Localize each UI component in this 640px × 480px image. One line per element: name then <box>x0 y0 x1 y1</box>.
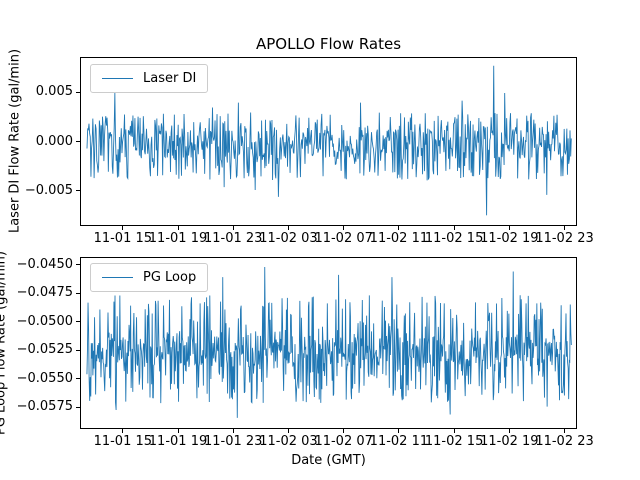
x-tick-label: 11-01 15 <box>93 434 153 449</box>
bottom-axes-pg-loop: PG Loop <box>80 257 577 429</box>
x-tick-mark <box>508 429 510 433</box>
x-tick-mark <box>232 226 234 230</box>
y-tick-label: 0.000 <box>35 133 73 149</box>
x-tick-mark <box>177 429 179 433</box>
x-axis-label: Date (GMT) <box>291 453 366 468</box>
y-tick-mark <box>76 292 80 294</box>
pg-loop-legend-label: PG Loop <box>143 270 197 285</box>
x-tick-mark <box>177 226 179 230</box>
y-tick-mark <box>76 406 80 408</box>
laser-di-plot-svg <box>86 65 572 216</box>
x-tick-mark <box>287 226 289 230</box>
y-tick-label: −0.005 <box>24 182 73 198</box>
y-tick-label: −0.0500 <box>16 313 73 329</box>
x-tick-label: 11-01 15 <box>93 231 153 246</box>
y-tick-mark <box>76 349 80 351</box>
x-tick-label: 11-02 19 <box>480 231 539 246</box>
y-tick-label: −0.0450 <box>16 256 73 272</box>
y-tick-label: −0.0575 <box>16 399 73 415</box>
x-tick-mark <box>122 226 124 230</box>
y-tick-label: −0.0475 <box>16 285 73 301</box>
y-tick-label: −0.0550 <box>16 370 73 386</box>
y-tick-mark <box>76 91 80 93</box>
y-tick-label: 0.005 <box>35 84 73 100</box>
x-tick-mark <box>232 429 234 433</box>
chart-title: APOLLO Flow Rates <box>255 35 402 53</box>
x-tick-mark <box>287 429 289 433</box>
x-tick-mark <box>398 226 400 230</box>
pg-loop-plot-svg <box>86 266 572 418</box>
x-tick-label: 11-02 23 <box>535 434 594 449</box>
x-tick-label: 11-01 23 <box>204 434 263 449</box>
x-tick-label: 11-02 11 <box>369 231 429 246</box>
x-tick-label: 11-02 11 <box>369 434 429 449</box>
laser-di-legend-line-icon <box>102 78 133 79</box>
y-tick-mark <box>76 321 80 323</box>
y-tick-mark <box>76 378 80 380</box>
x-tick-label: 11-02 07 <box>314 434 373 449</box>
y-tick-label: −0.0525 <box>16 342 73 358</box>
top-legend: Laser DI <box>90 64 209 93</box>
y-tick-mark <box>76 190 80 192</box>
x-tick-mark <box>564 226 566 230</box>
x-tick-label: 11-01 19 <box>148 231 208 246</box>
x-tick-label: 11-02 15 <box>424 434 484 449</box>
x-tick-label: 11-02 03 <box>259 434 318 449</box>
x-tick-mark <box>398 429 400 433</box>
x-tick-label: 11-02 07 <box>314 231 373 246</box>
x-tick-mark <box>343 429 345 433</box>
x-tick-mark <box>453 226 455 230</box>
x-tick-mark <box>453 429 455 433</box>
laser-di-series-line <box>86 65 572 216</box>
x-tick-label: 11-01 23 <box>204 231 263 246</box>
x-tick-label: 11-02 15 <box>424 231 484 246</box>
bottom-legend: PG Loop <box>90 263 209 292</box>
x-tick-label: 11-02 23 <box>535 231 594 246</box>
pg-loop-legend-line-icon <box>102 277 133 278</box>
y-tick-mark <box>76 264 80 266</box>
x-tick-label: 11-02 19 <box>480 434 539 449</box>
x-tick-label: 11-02 03 <box>259 231 318 246</box>
laser-di-legend-label: Laser DI <box>143 71 197 86</box>
x-tick-mark <box>343 226 345 230</box>
x-tick-label: 11-01 19 <box>148 434 208 449</box>
y-tick-mark <box>76 141 80 142</box>
x-tick-mark <box>122 429 124 433</box>
top-axes-laser-di: Laser DI <box>80 57 577 226</box>
x-tick-mark <box>564 429 566 433</box>
x-tick-mark <box>508 226 510 230</box>
pg-loop-series-line <box>86 266 572 418</box>
